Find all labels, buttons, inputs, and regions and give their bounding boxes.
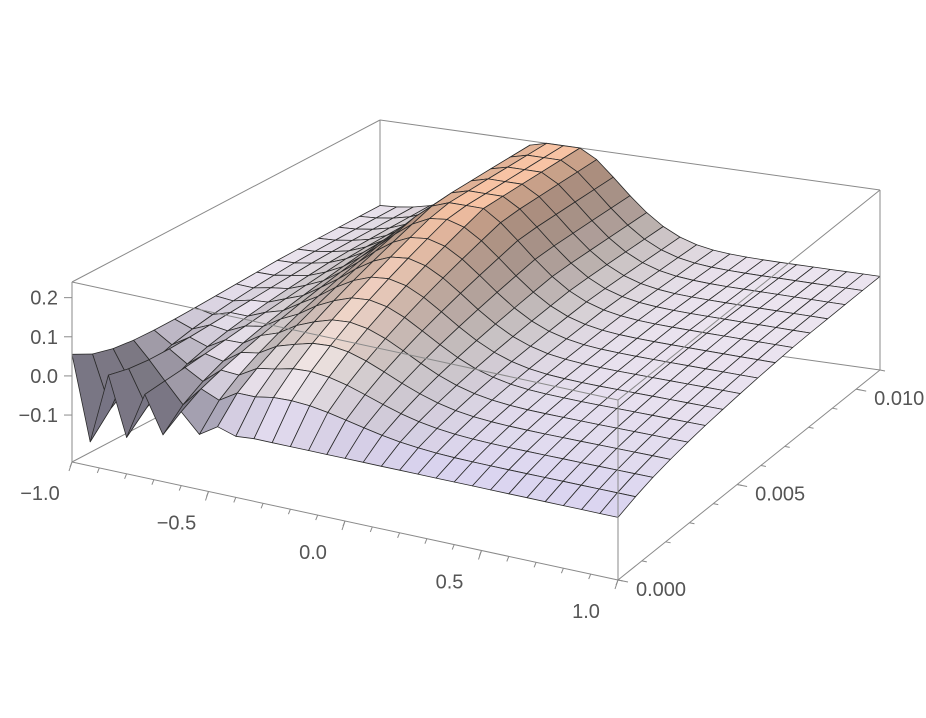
x-minor-tick — [615, 579, 619, 586]
x-minor-tick — [506, 556, 510, 562]
x-minor-tick — [533, 562, 537, 568]
y-minor-tick — [879, 369, 886, 372]
box-edge-right-bottom — [617, 369, 881, 581]
y-minor-tick — [856, 388, 862, 391]
x-tick-label: 0.0 — [299, 542, 327, 564]
x-minor-tick — [287, 509, 291, 515]
box-edge-back-top — [379, 119, 881, 191]
x-minor-tick — [178, 485, 182, 491]
y-minor-tick — [689, 522, 695, 525]
box-edge-front-top — [71, 281, 619, 401]
x-minor-tick — [124, 473, 128, 479]
x-minor-tick — [260, 503, 264, 509]
y-minor-tick — [736, 484, 743, 487]
x-tick-label: 1.0 — [572, 601, 600, 623]
y-minor-tick — [784, 445, 790, 448]
x-minor-tick — [560, 568, 564, 574]
x-minor-tick — [315, 514, 319, 521]
y-minor-tick — [832, 407, 838, 410]
x-minor-tick — [233, 497, 237, 503]
x-tick-label: −0.5 — [157, 513, 196, 535]
y-minor-tick — [665, 541, 671, 544]
x-minor-tick — [369, 526, 373, 533]
axes: −1.0 −0.5 0.0 0.5 1.0 0.000 0.005 0.010 −0.1 0.0 0… — [19, 288, 925, 623]
x-minor-tick — [151, 479, 155, 485]
box-edge-right-top — [617, 189, 881, 401]
y-minor-tick — [808, 426, 814, 429]
x-minor-tick — [424, 538, 428, 544]
x-minor-tick — [479, 550, 482, 556]
box-edge-left-top — [71, 119, 381, 283]
x-minor-tick — [96, 467, 100, 474]
y-minor-tick — [617, 579, 624, 582]
surface-mesh — [71, 142, 881, 518]
x-minor-tick — [69, 461, 73, 468]
z-tick-label: 0.2 — [30, 288, 58, 310]
z-tick-label: 0.0 — [30, 366, 58, 388]
y-minor-tick — [641, 560, 647, 563]
y-minor-tick — [713, 503, 719, 506]
x-minor-tick — [342, 520, 346, 527]
x-minor-tick — [397, 532, 401, 538]
x-minor-tick — [588, 573, 592, 580]
z-tick-label: −0.1 — [19, 405, 58, 427]
z-tick-label: 0.1 — [30, 327, 58, 349]
x-tick-label: −1.0 — [20, 483, 59, 505]
x-minor-tick — [206, 491, 209, 497]
y-tick-label: 0.010 — [874, 388, 924, 410]
y-minor-tick — [760, 464, 767, 467]
y-tick-label: 0.000 — [636, 579, 686, 601]
x-minor-tick — [451, 544, 455, 550]
x-tick-label: 0.5 — [436, 572, 464, 594]
y-tick-label: 0.005 — [755, 484, 805, 506]
